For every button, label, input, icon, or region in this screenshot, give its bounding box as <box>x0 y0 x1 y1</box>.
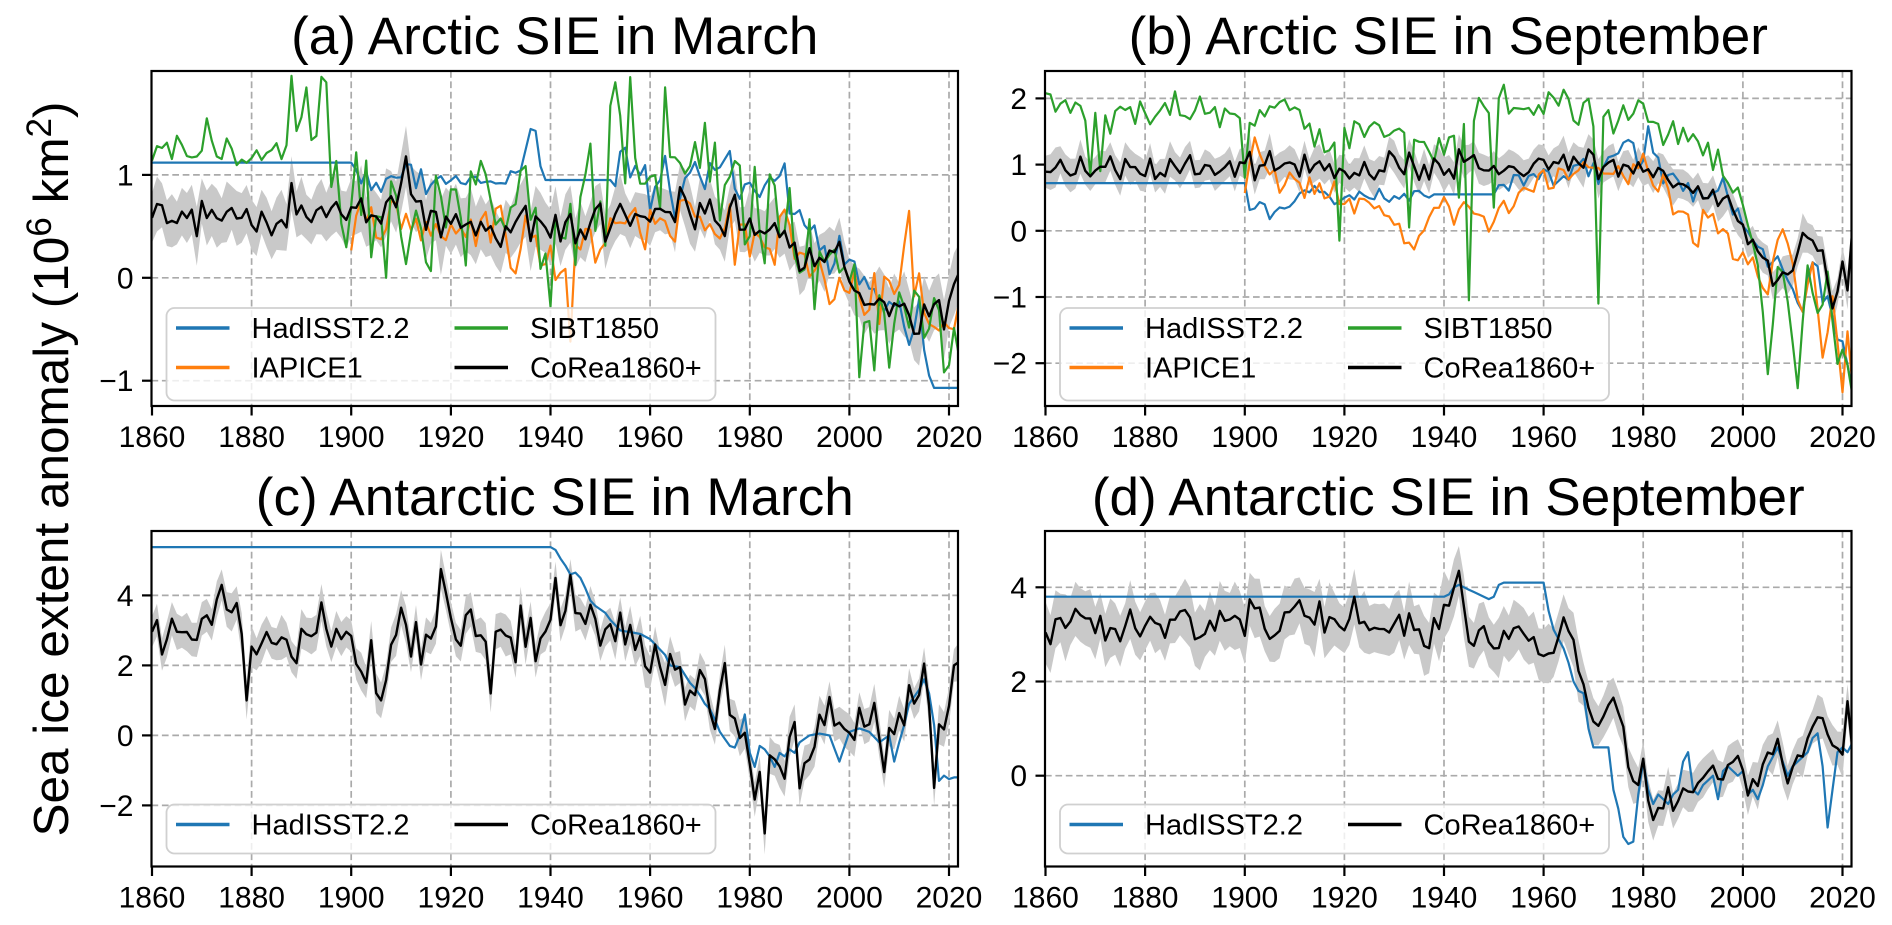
svg-text:1940: 1940 <box>517 882 584 915</box>
svg-text:1: 1 <box>117 159 134 192</box>
svg-text:Sea ice extent anomaly (106 km: Sea ice extent anomaly (106 km2) <box>20 101 79 836</box>
svg-text:1920: 1920 <box>1311 882 1378 915</box>
svg-text:2000: 2000 <box>1710 882 1777 915</box>
svg-text:1960: 1960 <box>617 882 684 915</box>
svg-text:1880: 1880 <box>1112 882 1179 915</box>
svg-text:IAPICE1: IAPICE1 <box>252 353 363 385</box>
svg-text:1920: 1920 <box>418 421 485 454</box>
svg-text:−2: −2 <box>993 348 1027 381</box>
svg-text:1880: 1880 <box>1112 421 1179 454</box>
svg-text:1920: 1920 <box>418 882 485 915</box>
svg-text:2020: 2020 <box>1809 882 1876 915</box>
svg-text:2000: 2000 <box>816 421 883 454</box>
svg-text:1980: 1980 <box>1610 421 1677 454</box>
svg-text:2020: 2020 <box>1809 421 1876 454</box>
svg-text:CoRea1860+: CoRea1860+ <box>530 353 702 385</box>
svg-text:1980: 1980 <box>716 882 783 915</box>
svg-text:0: 0 <box>1010 760 1027 793</box>
svg-text:HadISST2.2: HadISST2.2 <box>1145 810 1303 842</box>
svg-text:CoRea1860+: CoRea1860+ <box>530 810 702 842</box>
svg-text:(c) Antarctic SIE in March: (c) Antarctic SIE in March <box>256 468 854 527</box>
svg-text:1860: 1860 <box>1012 421 1079 454</box>
svg-text:1860: 1860 <box>119 882 186 915</box>
svg-text:SIBT1850: SIBT1850 <box>530 313 659 345</box>
svg-text:0: 0 <box>117 262 134 295</box>
svg-text:HadISST2.2: HadISST2.2 <box>1145 313 1303 345</box>
svg-text:2020: 2020 <box>916 882 983 915</box>
svg-text:1940: 1940 <box>517 421 584 454</box>
svg-text:4: 4 <box>1010 572 1027 605</box>
svg-text:1900: 1900 <box>318 421 385 454</box>
svg-text:1920: 1920 <box>1311 421 1378 454</box>
svg-text:1880: 1880 <box>218 421 285 454</box>
svg-text:1860: 1860 <box>119 421 186 454</box>
svg-text:0: 0 <box>1010 215 1027 248</box>
svg-text:2: 2 <box>1010 666 1027 699</box>
svg-text:1900: 1900 <box>1211 421 1278 454</box>
svg-text:2020: 2020 <box>916 421 983 454</box>
svg-text:SIBT1850: SIBT1850 <box>1424 313 1553 345</box>
svg-text:2: 2 <box>1010 83 1027 116</box>
svg-text:1960: 1960 <box>617 421 684 454</box>
svg-text:2000: 2000 <box>816 882 883 915</box>
svg-text:HadISST2.2: HadISST2.2 <box>252 313 410 345</box>
svg-text:−1: −1 <box>99 365 133 398</box>
svg-text:1980: 1980 <box>1610 882 1677 915</box>
svg-text:HadISST2.2: HadISST2.2 <box>252 810 410 842</box>
svg-text:−1: −1 <box>993 282 1027 315</box>
svg-text:1960: 1960 <box>1510 882 1577 915</box>
svg-text:−2: −2 <box>99 790 133 823</box>
svg-text:1960: 1960 <box>1510 421 1577 454</box>
svg-text:(b) Arctic SIE in September: (b) Arctic SIE in September <box>1129 7 1768 66</box>
svg-text:1900: 1900 <box>318 882 385 915</box>
svg-text:1900: 1900 <box>1211 882 1278 915</box>
svg-text:IAPICE1: IAPICE1 <box>1145 353 1256 385</box>
svg-text:1860: 1860 <box>1012 882 1079 915</box>
svg-text:1980: 1980 <box>716 421 783 454</box>
svg-text:1940: 1940 <box>1411 421 1478 454</box>
svg-text:0: 0 <box>117 720 134 753</box>
svg-text:CoRea1860+: CoRea1860+ <box>1424 810 1596 842</box>
svg-text:1940: 1940 <box>1411 882 1478 915</box>
svg-text:(d) Antarctic SIE in September: (d) Antarctic SIE in September <box>1092 468 1805 527</box>
svg-text:1: 1 <box>1010 149 1027 182</box>
svg-text:CoRea1860+: CoRea1860+ <box>1424 353 1596 385</box>
svg-text:2: 2 <box>117 650 134 683</box>
svg-text:1880: 1880 <box>218 882 285 915</box>
svg-text:2000: 2000 <box>1710 421 1777 454</box>
svg-text:4: 4 <box>117 580 134 613</box>
svg-text:(a) Arctic SIE in March: (a) Arctic SIE in March <box>291 7 818 66</box>
